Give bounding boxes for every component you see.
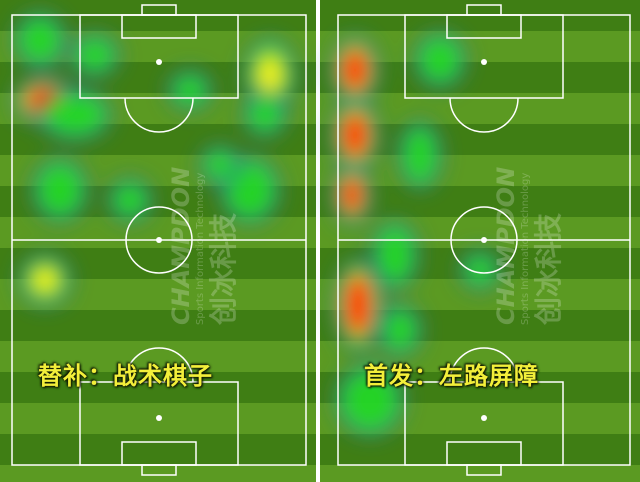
watermark-logo: CHAMPDON Sports Information Technology 创冰科… [167,167,240,326]
svg-text:Sports Information Technology: Sports Information Technology [195,173,206,325]
pitch-right: CHAMPDON Sports Information Technology 创冰科… [327,4,631,476]
center-circle [450,206,518,274]
heat-blob [206,151,234,179]
center-circle [125,206,193,274]
heat-blob [404,127,436,183]
svg-text:创冰科技: 创冰科技 [207,213,240,326]
heat-blob [377,227,413,283]
heat-blob [384,310,416,350]
heat-layer [9,8,300,310]
heat-blob [114,184,146,216]
goal [466,4,502,16]
heat-blob [32,267,58,293]
watermark-logo: CHAMPDON Sports Information Technology 创冰科… [492,167,565,326]
penalty-arc [449,97,519,133]
penalty-spot [481,59,487,65]
goal [141,4,177,16]
center-spot [156,237,162,243]
heat-blob [249,99,281,131]
penalty-spot [481,415,487,421]
penalty-spot [156,415,162,421]
goal [141,464,177,476]
heat-blob [38,164,82,216]
heat-blob [420,38,460,82]
heat-blob [257,55,283,95]
heat-blob [347,277,369,333]
right-panel-caption: 首发：左路屏障 [364,362,539,390]
center-spot [481,237,487,243]
penalty-spot [156,59,162,65]
goal [466,464,502,476]
heat-blob [343,178,361,212]
heat-blob [466,256,494,284]
svg-text:Sports Information Technology: Sports Information Technology [520,173,531,325]
penalty-arc [124,347,194,383]
penalty-arc [124,97,194,133]
svg-text:创冰科技: 创冰科技 [532,213,565,326]
heat-layer [327,28,504,440]
heat-blob [174,76,206,104]
heat-blob [20,18,60,62]
svg-text:CHAMPDON: CHAMPDON [492,167,520,325]
heat-blob [342,370,398,430]
heat-blob [344,50,366,90]
heat-blob [344,114,366,156]
svg-text:CHAMPDON: CHAMPDON [167,167,195,325]
panel-divider [316,0,320,482]
penalty-arc [449,347,519,383]
pitch-left: CHAMPDON Sports Information Technology 创冰科… [9,4,307,476]
heat-blob [77,39,113,71]
heat-blob [45,95,105,135]
left-panel-caption: 替补：战术棋子 [38,362,213,390]
